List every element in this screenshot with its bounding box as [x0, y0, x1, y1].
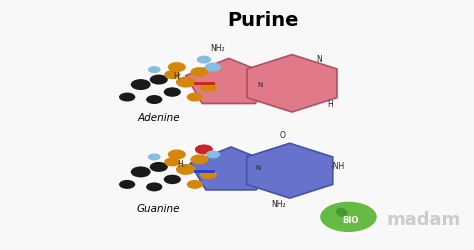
Circle shape [164, 71, 181, 80]
Circle shape [168, 150, 186, 160]
Polygon shape [246, 144, 333, 198]
Circle shape [164, 158, 181, 167]
Circle shape [200, 170, 217, 179]
Circle shape [191, 68, 209, 78]
Circle shape [146, 96, 163, 104]
Circle shape [119, 180, 135, 189]
Circle shape [131, 167, 151, 178]
Text: Purine: Purine [227, 11, 299, 30]
Circle shape [148, 154, 161, 161]
Circle shape [176, 77, 196, 88]
Text: Guanine: Guanine [137, 203, 181, 213]
Circle shape [131, 80, 151, 91]
Polygon shape [190, 148, 272, 190]
Text: N: N [316, 55, 322, 64]
Circle shape [319, 201, 378, 233]
Circle shape [146, 183, 163, 192]
Text: N: N [255, 165, 261, 171]
Text: madam: madam [387, 210, 461, 228]
Polygon shape [247, 56, 337, 112]
Circle shape [197, 56, 211, 64]
Text: NH₂: NH₂ [210, 44, 225, 52]
Circle shape [195, 145, 213, 155]
Circle shape [150, 75, 168, 85]
Circle shape [168, 63, 186, 73]
Circle shape [150, 162, 168, 172]
Circle shape [164, 175, 181, 184]
Polygon shape [186, 59, 272, 104]
Circle shape [176, 164, 196, 175]
Ellipse shape [336, 208, 347, 217]
Text: H.: H. [173, 72, 181, 81]
Circle shape [187, 93, 203, 102]
Text: BIO: BIO [343, 216, 359, 224]
Circle shape [205, 63, 221, 72]
Circle shape [164, 88, 181, 98]
Circle shape [200, 83, 217, 92]
Circle shape [191, 155, 209, 165]
Text: O: O [280, 130, 286, 140]
Text: H.: H. [177, 159, 185, 168]
Text: Adenine: Adenine [137, 112, 180, 122]
Circle shape [119, 93, 135, 102]
Circle shape [187, 180, 203, 189]
Text: N: N [258, 82, 263, 87]
Circle shape [148, 67, 161, 74]
Text: -NH: -NH [330, 162, 345, 170]
Circle shape [206, 151, 220, 159]
Text: NH₂: NH₂ [271, 199, 286, 208]
Text: H: H [328, 100, 333, 108]
